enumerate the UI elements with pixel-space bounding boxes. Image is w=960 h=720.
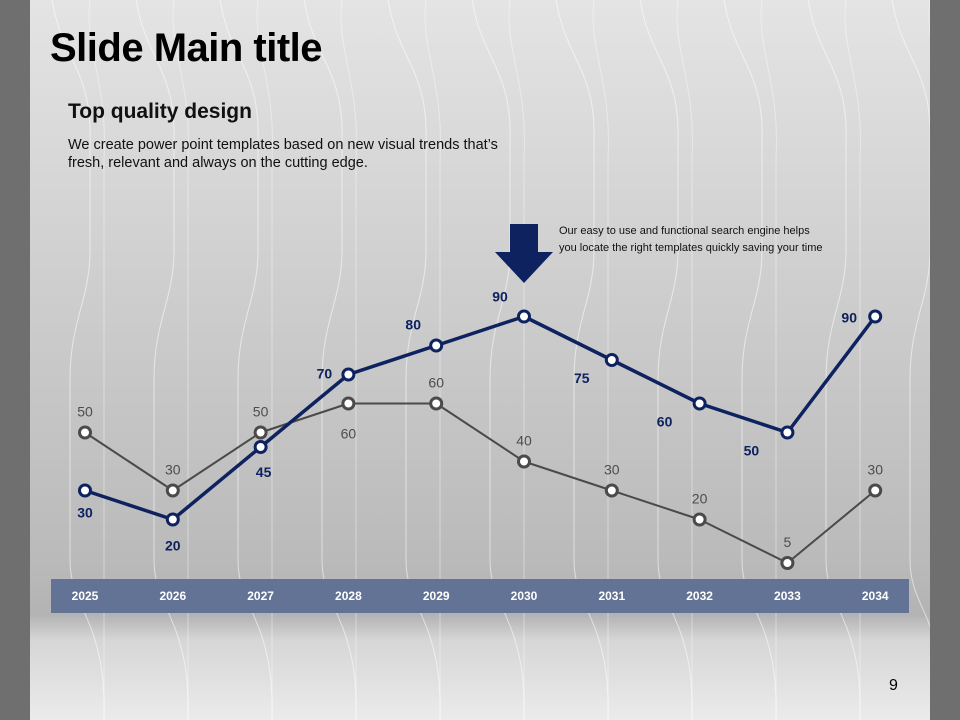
secondary-series-data-label: 60 [428, 375, 444, 391]
background-wave-line [340, 0, 357, 720]
x-tick-label: 2032 [686, 589, 713, 603]
page-number: 9 [889, 677, 898, 694]
x-tick-label: 2028 [335, 589, 362, 603]
line-chart: 2025 2026 2027 2028 2029 2030 2031 2032 2033 2034… [51, 224, 909, 613]
primary-series-data-label: 50 [744, 443, 760, 459]
secondary-series-point [78, 425, 92, 440]
background-wave-line [555, 0, 609, 720]
secondary-series-data-label: 30 [604, 462, 620, 478]
primary-series-data-label: 90 [841, 310, 857, 326]
secondary-series-point [604, 483, 619, 498]
primary-series-data-label: 90 [492, 289, 508, 305]
secondary-series-point [868, 483, 883, 498]
primary-series-point [429, 338, 444, 353]
annotation-arrow-icon [495, 224, 553, 283]
background-wave-line [88, 0, 105, 720]
primary-series-point [78, 483, 92, 498]
secondary-series-data-label: 30 [867, 462, 883, 478]
background-wave-line [135, 0, 189, 720]
x-tick-label: 2030 [511, 589, 538, 603]
secondary-series-point [780, 556, 795, 570]
secondary-series-data-label: 50 [253, 404, 269, 420]
primary-series-point [341, 367, 356, 382]
secondary-series-data-label: 40 [516, 433, 532, 449]
secondary-series-point [692, 512, 707, 527]
primary-series-data-label: 45 [256, 464, 272, 480]
slide: Slide Main title Top quality design We c… [30, 0, 930, 720]
background-wave-line [387, 0, 441, 720]
x-tick-label: 2025 [72, 589, 99, 603]
background-wave-line [807, 0, 861, 720]
background-wave-line [219, 0, 273, 720]
background-wave-line [592, 0, 609, 720]
slide-title: Slide Main title [50, 26, 323, 70]
secondary-series-point [517, 454, 531, 469]
secondary-series-data-label: 5 [784, 534, 792, 550]
background-wave-line [508, 0, 525, 720]
primary-series-data-label: 75 [574, 370, 590, 386]
primary-series-data-label: 60 [657, 414, 673, 430]
background-wave-line [303, 0, 357, 720]
secondary-series-data-label: 30 [165, 462, 181, 478]
primary-series-data-label: 70 [317, 366, 333, 382]
x-axis-band [51, 579, 909, 613]
background-wave-line [172, 0, 189, 720]
primary-series-data-label: 20 [165, 538, 181, 554]
secondary-series-point [253, 425, 268, 440]
primary-series-point [692, 396, 707, 411]
x-tick-label: 2031 [598, 589, 625, 603]
secondary-series-point [429, 396, 444, 411]
secondary-series-data-label: 20 [692, 491, 708, 507]
background-wave-line [51, 0, 105, 720]
secondary-series-point [165, 483, 180, 498]
slide-body-text: We create power point templates based on… [68, 137, 498, 171]
background-wave-line [928, 0, 930, 37]
secondary-series-point [341, 396, 356, 411]
x-tick-label: 2027 [247, 589, 274, 603]
background-wave-line [723, 0, 777, 720]
primary-series-point [868, 309, 883, 324]
background-wave-line [639, 0, 693, 720]
background-line-pattern [51, 0, 930, 720]
background-wave-line [760, 0, 777, 720]
x-tick-label: 2033 [774, 589, 801, 603]
x-tick-label: 2029 [423, 589, 450, 603]
primary-series-data-label: 80 [405, 317, 421, 333]
primary-series-point [165, 512, 180, 527]
primary-series-point [517, 309, 531, 324]
slide-subtitle: Top quality design [68, 100, 252, 123]
primary-series-point [253, 440, 268, 454]
primary-series-line [84, 314, 877, 522]
primary-series-point [604, 353, 619, 367]
background-wave-line [891, 0, 930, 628]
background-wave-line [471, 0, 525, 720]
secondary-series-data-label: 50 [77, 404, 93, 420]
x-tick-label: 2034 [862, 589, 889, 603]
background-wave-line [676, 0, 693, 720]
callout-text: Our easy to use and functional search en… [559, 225, 823, 254]
background-wave-line [844, 0, 861, 720]
secondary-series-data-label: 60 [341, 426, 357, 442]
secondary-series-line [84, 402, 876, 564]
background-wave-line [424, 0, 441, 720]
primary-series-point [780, 425, 795, 440]
background-wave-line [256, 0, 273, 720]
primary-series-data-label: 30 [77, 505, 93, 521]
x-tick-label: 2026 [159, 589, 186, 603]
